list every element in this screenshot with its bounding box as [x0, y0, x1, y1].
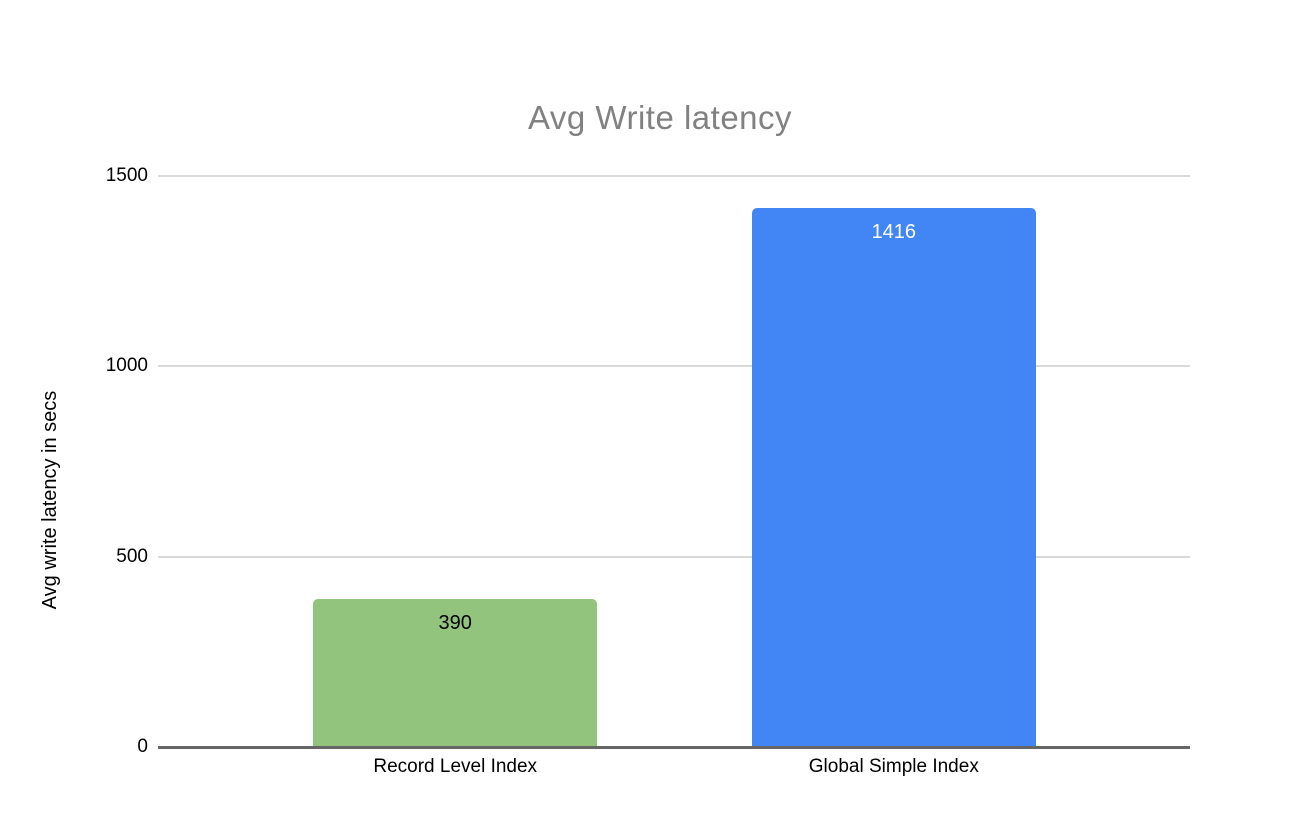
bar-value-label: 1416: [871, 220, 917, 243]
chart-title: Avg Write latency: [527, 99, 793, 136]
bar: [751, 207, 1036, 747]
x-category-label: Record Level Index: [373, 756, 538, 777]
y-tick-label: 1500: [105, 165, 148, 186]
y-tick-label: 1000: [105, 355, 148, 377]
y-gridline: [158, 175, 1190, 177]
x-axis-baseline: [158, 745, 1190, 749]
bar-value-label: 390: [438, 611, 472, 634]
y-tick-label: 0: [137, 736, 148, 757]
y-tick-label: 500: [116, 545, 148, 567]
x-category-label: Global Simple Index: [808, 756, 979, 777]
y-gridline: [158, 365, 1190, 368]
bar: [313, 598, 598, 747]
y-gridline: [158, 555, 1190, 558]
